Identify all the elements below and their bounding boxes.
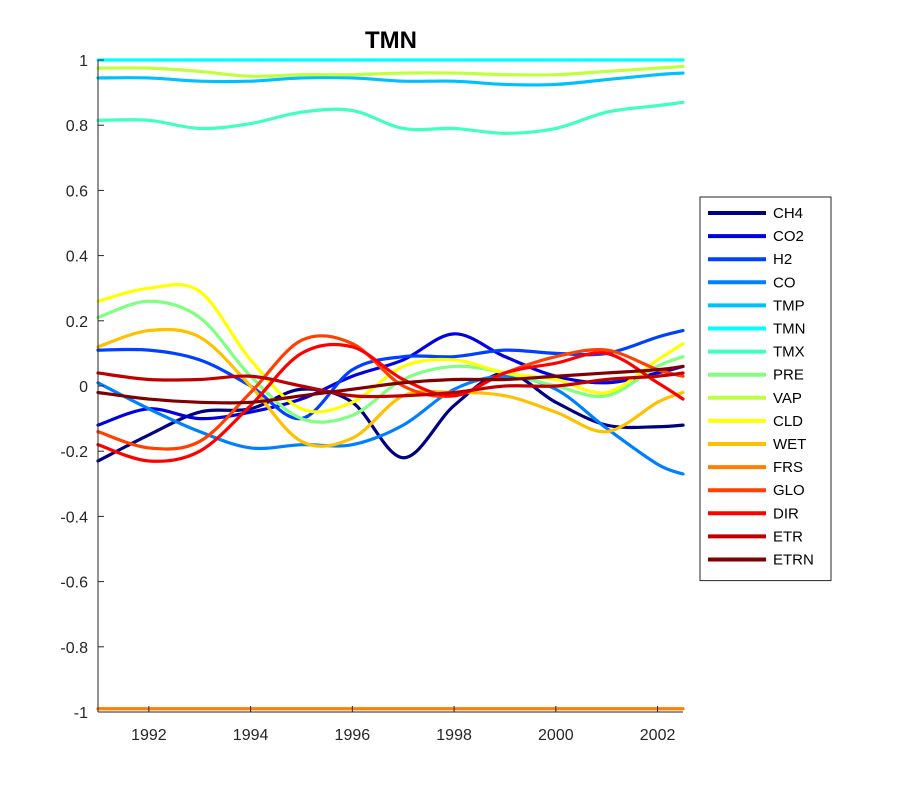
series-line-co xyxy=(96,374,685,476)
legend-label-co2: CO2 xyxy=(773,228,804,245)
y-tick-label: 0 xyxy=(79,379,88,396)
series-line-etr xyxy=(96,371,685,399)
series-line-cld xyxy=(96,283,685,414)
series-line-tmx xyxy=(96,100,685,135)
x-tick-label: 1994 xyxy=(233,727,269,744)
y-tick-label: 0.4 xyxy=(66,249,88,266)
axes: -1 -0.8 -0.6 -0.4 -0.2 0 0.2 0.4 0.6 0.8 1 1992 1994… xyxy=(60,53,683,744)
legend-label-dir: DIR xyxy=(773,505,799,522)
y-tick-label: -1 xyxy=(74,705,88,722)
series-line-dir xyxy=(96,342,685,463)
y-tick-label: 0.6 xyxy=(66,183,88,200)
y-tick-label: -0.6 xyxy=(60,575,88,592)
series-line-vap xyxy=(96,64,685,78)
legend: CH4 CO2 H2 CO TMP TMN TMX PRE VAP CLD WET FRS GLO DIR… xyxy=(699,196,832,582)
series-line-tmp xyxy=(96,71,685,87)
x-tick-label: 2002 xyxy=(640,727,676,744)
legend-label-wet: WET xyxy=(773,436,806,453)
legend-label-glo: GLO xyxy=(773,482,805,499)
legend-label-ch4: CH4 xyxy=(773,205,803,222)
series-line-etrn xyxy=(96,364,685,405)
legend-label-h2: H2 xyxy=(773,251,792,268)
y-tick-label: 0.8 xyxy=(66,118,88,135)
y-tick-label: -0.4 xyxy=(60,509,88,526)
x-tick-label: 1996 xyxy=(335,727,371,744)
legend-label-pre: PRE xyxy=(773,367,804,384)
chart-title: TMN xyxy=(365,27,417,54)
y-tick-label: 1 xyxy=(79,53,88,70)
legend-label-tmn: TMN xyxy=(773,321,806,338)
legend-label-tmx: TMX xyxy=(773,344,805,361)
x-tick-label: 2000 xyxy=(538,727,574,744)
series-line-co2 xyxy=(96,332,685,427)
series-line-pre xyxy=(96,299,685,424)
legend-label-vap: VAP xyxy=(773,390,802,407)
x-tick-label: 1992 xyxy=(131,727,167,744)
legend-label-etr: ETR xyxy=(773,528,803,545)
series-line-ch4 xyxy=(96,371,685,463)
y-tick-label: 0.2 xyxy=(66,314,88,331)
legend-label-tmp: TMP xyxy=(773,297,805,314)
legend-label-cld: CLD xyxy=(773,413,803,430)
legend-label-co: CO xyxy=(773,274,796,291)
y-tick-label: -0.8 xyxy=(60,640,88,657)
y-tick-label: -0.2 xyxy=(60,444,88,461)
legend-label-etrn: ETRN xyxy=(773,552,814,569)
series-layer xyxy=(96,58,685,711)
legend-box xyxy=(699,196,832,582)
legend-label-frs: FRS xyxy=(773,459,803,476)
x-tick-label: 1998 xyxy=(436,727,472,744)
